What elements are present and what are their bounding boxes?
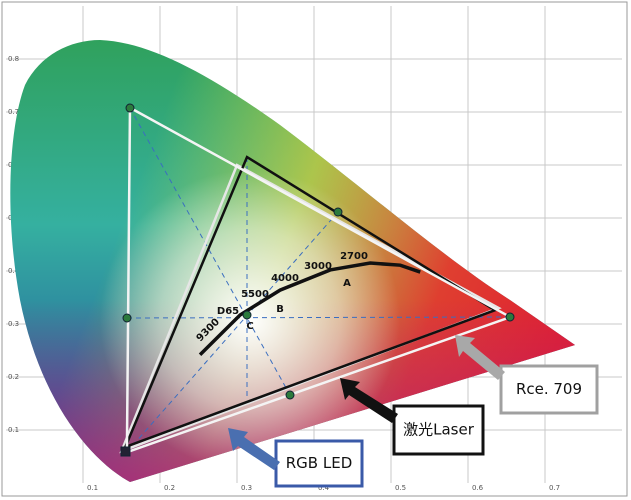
gamut-triangle	[123, 155, 498, 450]
annotation: B	[276, 304, 284, 315]
x-tick-label: 0.4	[318, 484, 330, 492]
planckian-locus	[198, 261, 421, 356]
vertex-markers	[120, 103, 515, 457]
y-tick-label: 0.8	[8, 55, 19, 63]
y-tick-label: 0.7	[8, 108, 19, 116]
x-tick-label: 0.1	[87, 484, 98, 492]
annotation: 2700	[340, 251, 368, 262]
arrows	[228, 335, 505, 470]
x-tick-label: 0.5	[395, 484, 406, 492]
dashed-guides	[126, 107, 511, 453]
legend-label: 激光Laser	[403, 421, 475, 439]
annotation: D65	[217, 306, 239, 317]
gamut-triangle	[125, 105, 514, 455]
annotation: 5500	[241, 289, 269, 300]
legend-box	[499, 364, 599, 415]
x-tick-label: 0.7	[549, 484, 560, 492]
x-tick-label: 0.3	[241, 484, 252, 492]
x-tick-label: 0.2	[164, 484, 175, 492]
legend-box	[392, 404, 485, 456]
y-tick-label: 0.2	[8, 373, 19, 381]
y-tick-label: 0.1	[8, 426, 19, 434]
annotation: A	[343, 278, 351, 289]
legend-label: Rce. 709	[516, 380, 582, 398]
annotation: 3000	[304, 261, 332, 272]
annotation: C	[246, 321, 253, 332]
annotation: 4000	[271, 273, 299, 284]
legend-label: RGB LED	[286, 454, 353, 472]
y-tick-label: 0.4	[8, 267, 20, 275]
y-tick-label: 0.3	[8, 320, 19, 328]
x-tick-label: 0.6	[472, 484, 484, 492]
